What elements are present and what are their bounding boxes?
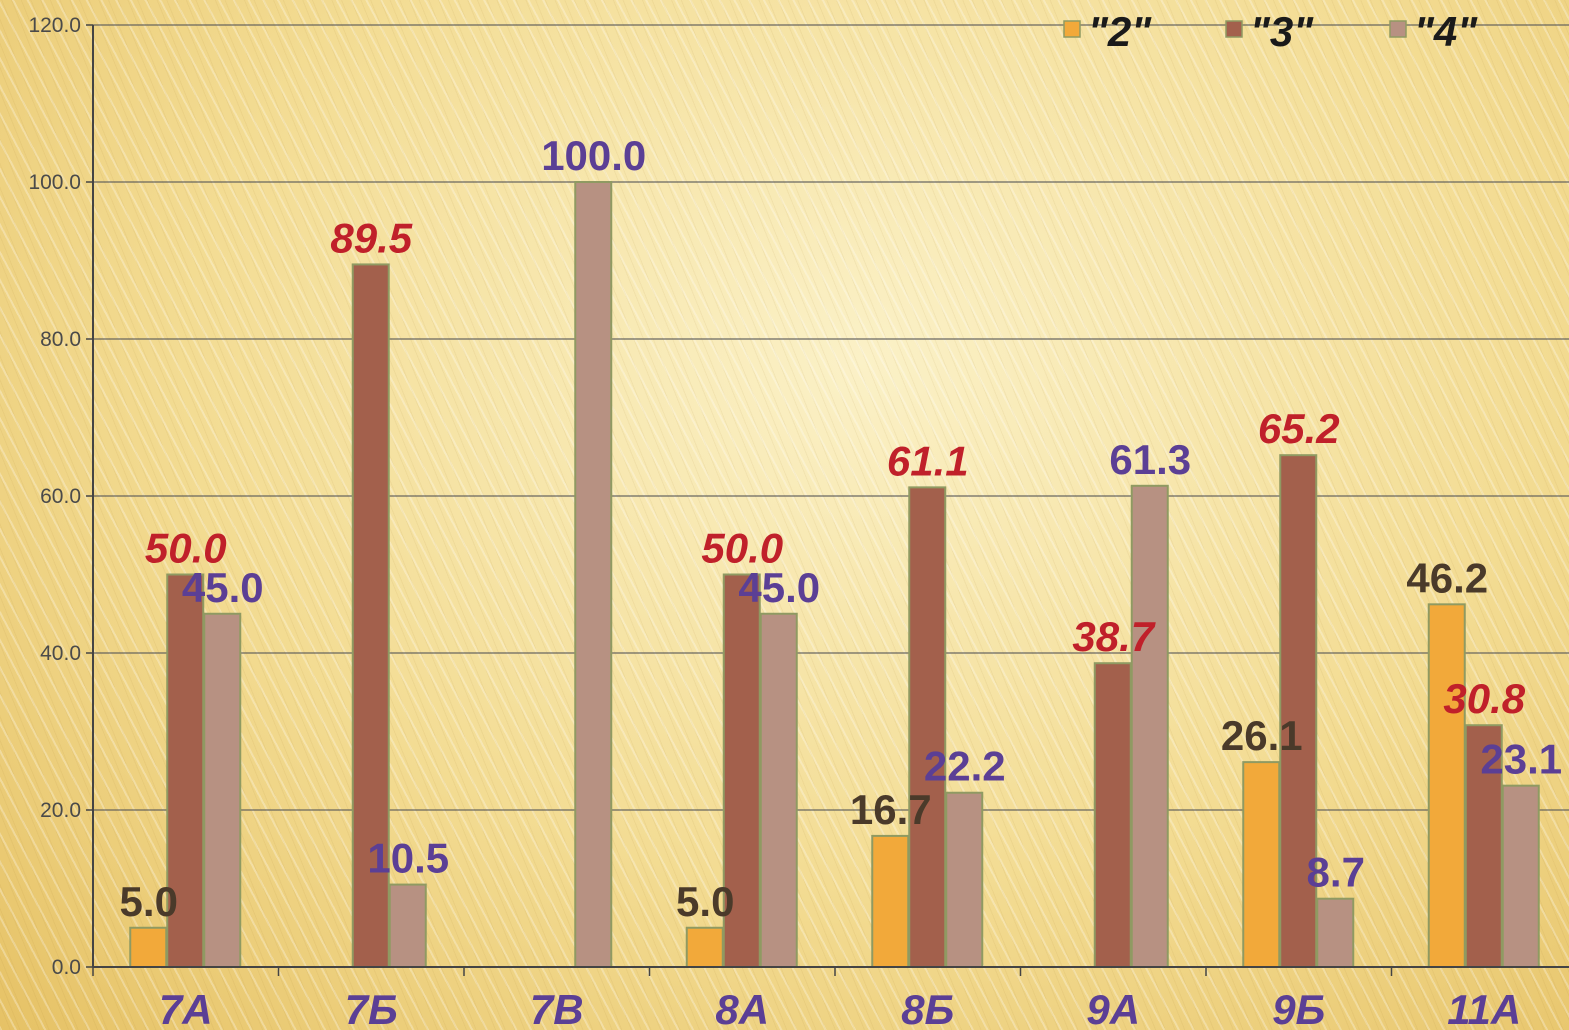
data-label: 89.5 xyxy=(330,214,412,261)
x-axis-ticks: 7А 7Б 7В 8А 8Б 9А 9Б 11А xyxy=(159,986,1521,1030)
data-label: 16.7 xyxy=(850,786,932,833)
bar xyxy=(1130,484,1169,968)
y-axis-ticks: 0.0 20.0 40.0 60.0 80.0 100.0 120.0 xyxy=(28,14,81,979)
bar xyxy=(871,834,910,969)
bar xyxy=(203,612,242,968)
data-label: 45.0 xyxy=(182,564,264,611)
legend-entry: "3" xyxy=(1250,8,1314,55)
bar xyxy=(908,486,947,968)
legend-swatch xyxy=(1063,20,1081,38)
legend: "2" "3" "4" xyxy=(1063,8,1478,55)
y-tick-label: 20.0 xyxy=(40,799,81,822)
data-label: 38.7 xyxy=(1072,613,1155,660)
bar xyxy=(1093,662,1132,969)
x-tick-label: 7В xyxy=(530,986,584,1030)
legend-entry: "2" xyxy=(1088,8,1152,55)
y-tick-label: 100.0 xyxy=(28,171,81,194)
data-label: 50.0 xyxy=(145,525,227,572)
axes xyxy=(86,24,1569,976)
data-label: 5.0 xyxy=(120,878,178,925)
bar xyxy=(1316,897,1355,969)
data-label: 23.1 xyxy=(1480,736,1562,783)
bar xyxy=(1242,761,1281,968)
x-tick-label: 7А xyxy=(159,986,213,1030)
legend-swatch xyxy=(1225,20,1243,38)
data-label: 22.2 xyxy=(924,743,1006,790)
x-tick-label: 8Б xyxy=(901,986,954,1030)
data-label: 5.0 xyxy=(676,878,734,925)
x-tick-label: 7Б xyxy=(345,986,398,1030)
y-tick-label: 120.0 xyxy=(28,14,81,37)
data-label: 61.3 xyxy=(1109,436,1191,483)
x-tick-label: 11А xyxy=(1447,986,1521,1030)
y-tick-label: 0.0 xyxy=(52,956,81,979)
data-label: 61.1 xyxy=(887,437,969,484)
data-label: 50.0 xyxy=(701,525,783,572)
data-label: 100.0 xyxy=(541,132,646,179)
bar xyxy=(759,612,798,968)
x-tick-label: 9Б xyxy=(1272,986,1325,1030)
bar xyxy=(1501,784,1540,968)
bar xyxy=(574,181,613,968)
x-tick-label: 9А xyxy=(1086,986,1140,1030)
bar xyxy=(388,883,427,969)
bar xyxy=(945,791,984,968)
data-labels: 5.050.045.089.510.5100.05.050.045.016.76… xyxy=(120,132,1563,925)
data-label: 26.1 xyxy=(1221,712,1303,759)
bars xyxy=(129,181,1540,969)
data-label: 30.8 xyxy=(1443,675,1525,722)
bar xyxy=(1279,454,1318,968)
bar xyxy=(685,926,724,968)
y-tick-label: 40.0 xyxy=(40,642,81,665)
data-label: 8.7 xyxy=(1307,849,1365,896)
data-label: 65.2 xyxy=(1258,405,1340,452)
y-tick-label: 60.0 xyxy=(40,485,81,508)
data-label: 46.2 xyxy=(1406,554,1488,601)
legend-entry: "4" xyxy=(1414,8,1478,55)
x-tick-label: 8А xyxy=(715,986,769,1030)
data-label: 45.0 xyxy=(738,564,820,611)
bar xyxy=(129,926,168,968)
legend-swatch xyxy=(1389,20,1407,38)
grid-lines xyxy=(93,24,1569,811)
data-label: 10.5 xyxy=(367,835,449,882)
bar xyxy=(1427,603,1466,969)
y-tick-label: 80.0 xyxy=(40,328,81,351)
